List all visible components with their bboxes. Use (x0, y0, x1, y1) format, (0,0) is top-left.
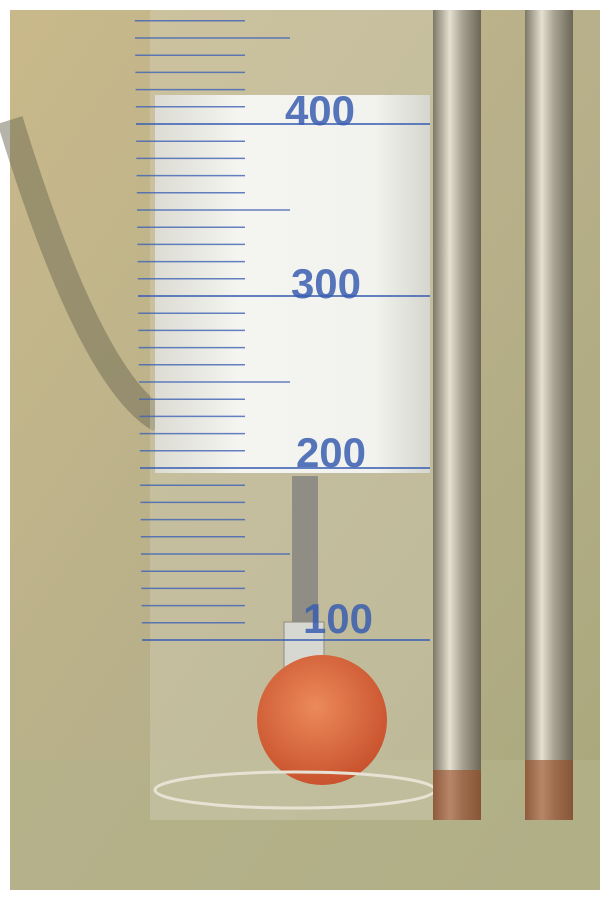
rust (433, 770, 481, 820)
scale-label: 200 (296, 429, 366, 476)
scale-label: 100 (303, 595, 373, 642)
scale-label: 300 (291, 260, 361, 307)
graduations (134, 20, 430, 641)
sponge-ball (257, 655, 387, 785)
shaft (292, 476, 318, 636)
rod (525, 10, 573, 820)
scale-label: 400 (285, 87, 355, 134)
rust (525, 760, 573, 820)
tube (0, 116, 167, 432)
rod (433, 10, 481, 820)
